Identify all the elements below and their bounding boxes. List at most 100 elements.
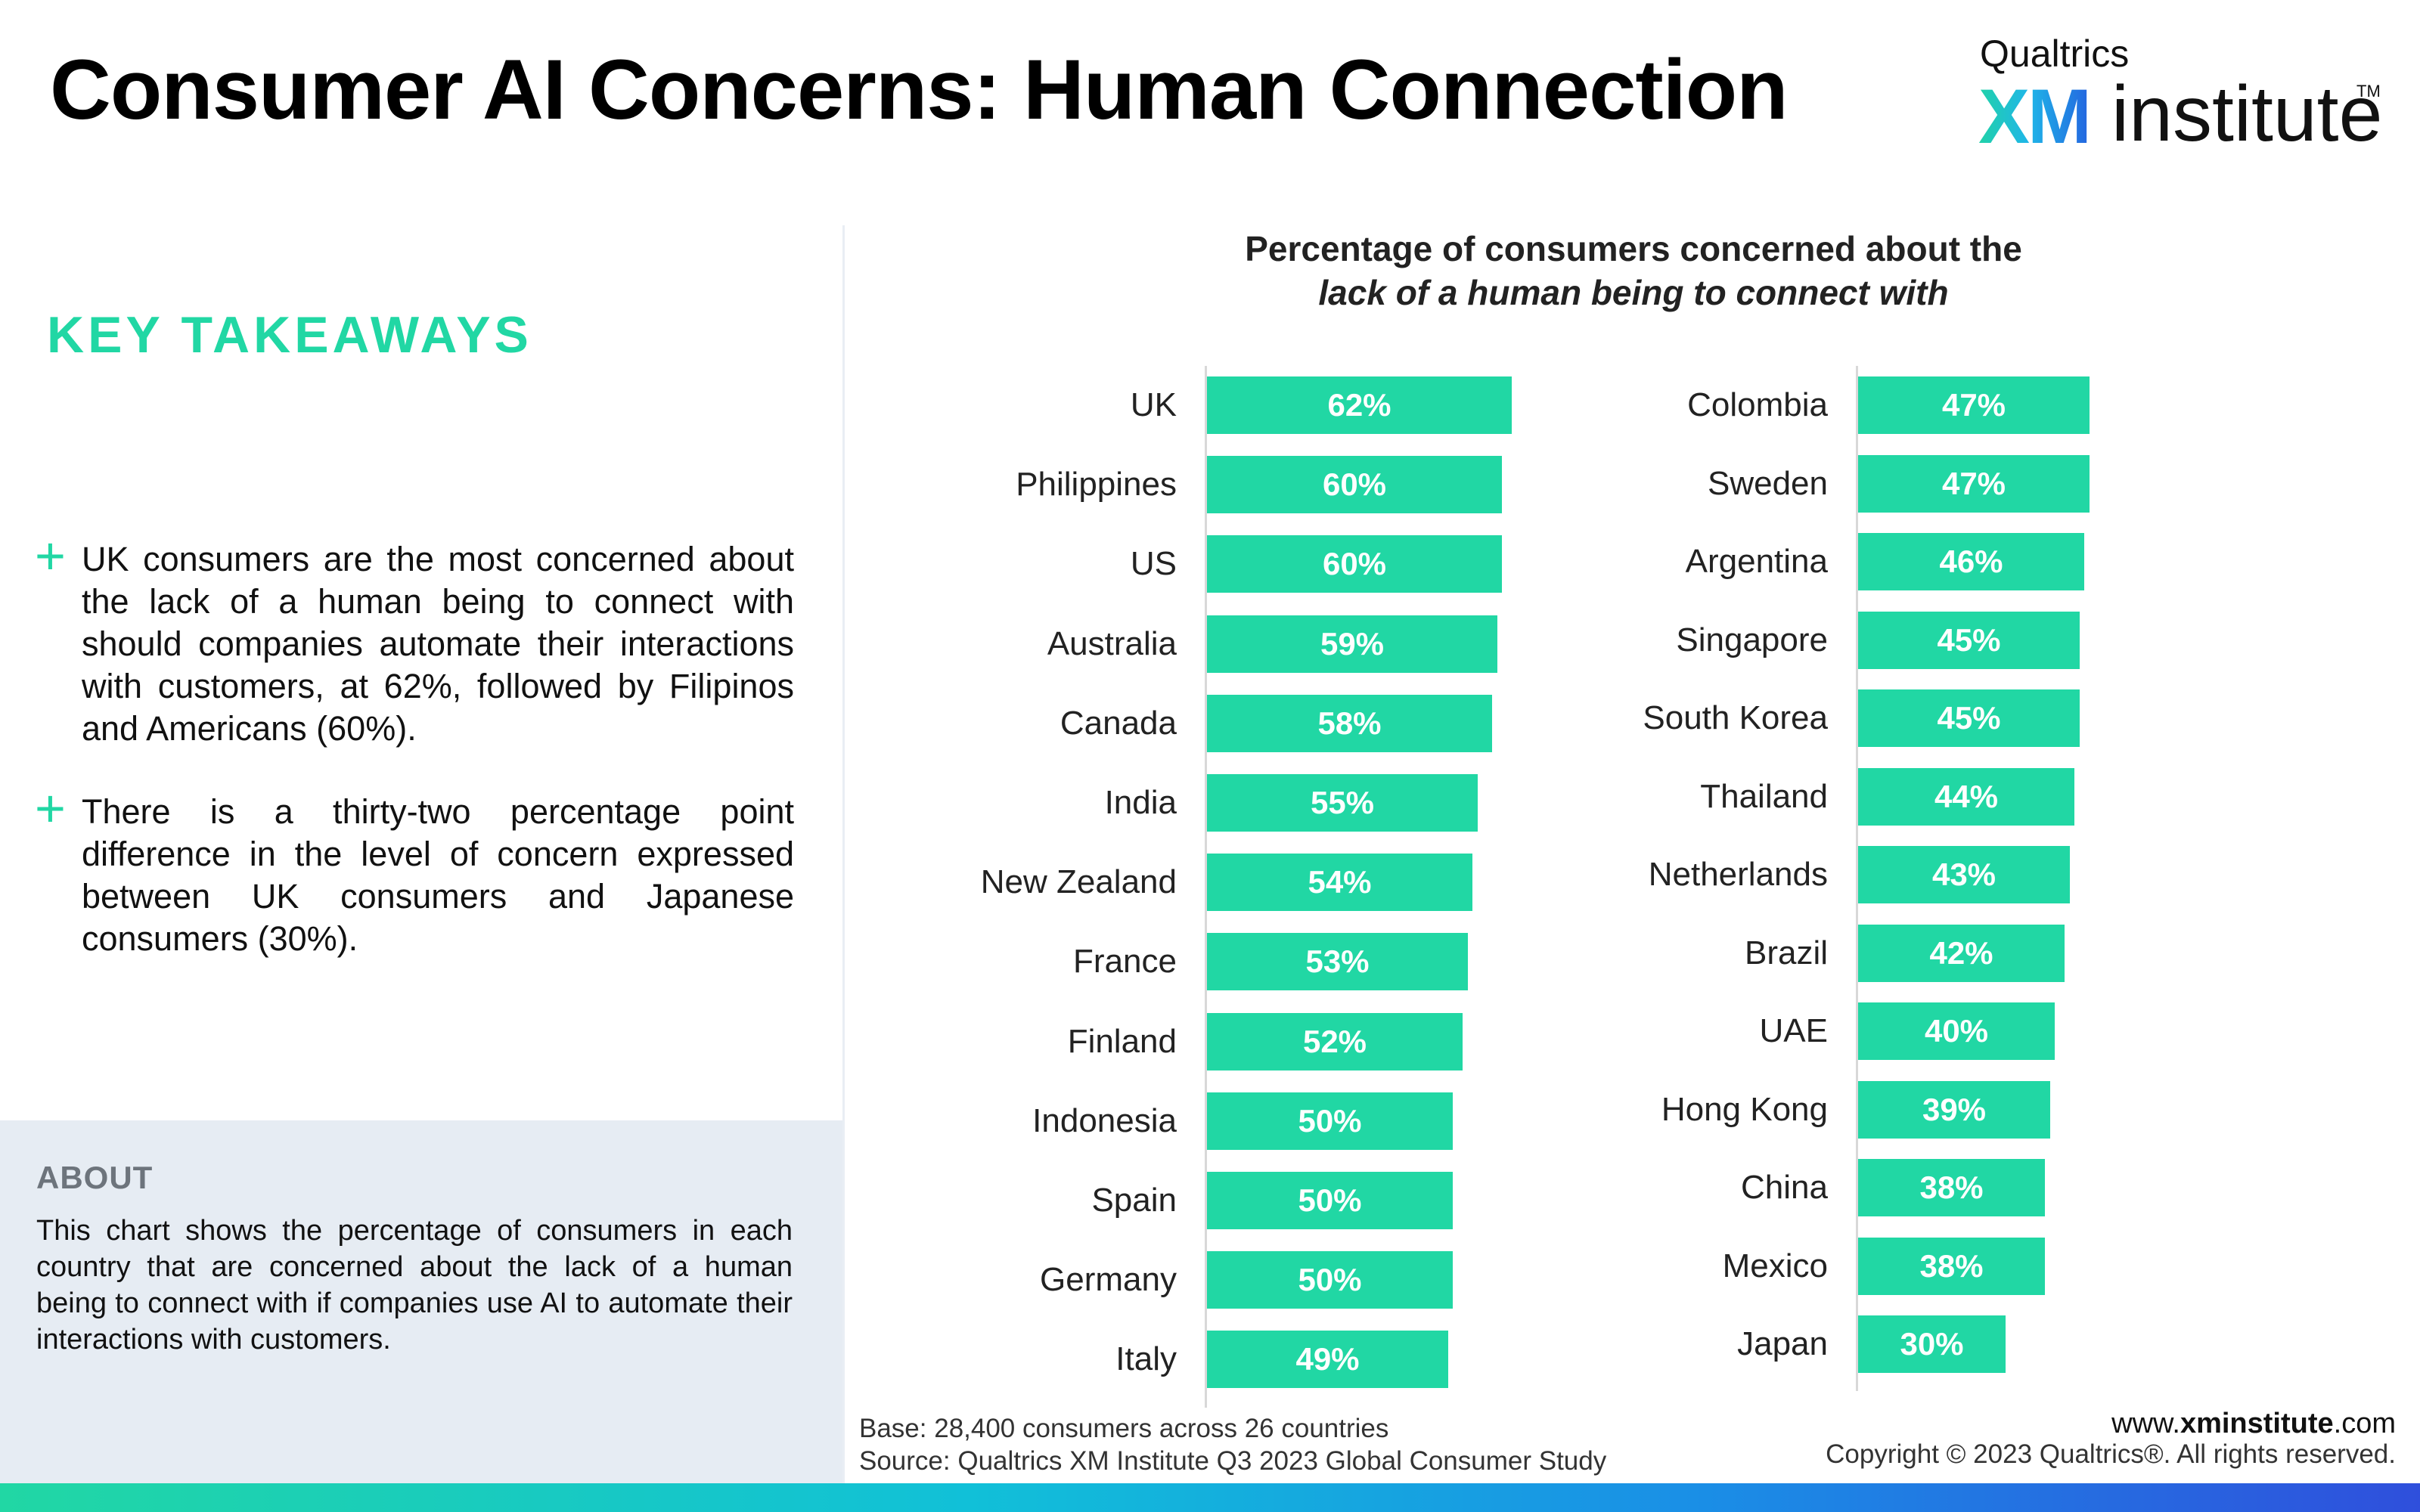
bar: 59% [1207,615,1497,673]
data-label: 50% [1298,1102,1362,1139]
chart-title: Percentage of consumers concerned about … [1104,227,2163,314]
category-label: Sweden [1707,464,1828,502]
takeaway-text-2: There is a thirty-two percentage point d… [82,792,794,958]
chart-title-line-2: lack of a human being to connect with [1318,273,1949,312]
site-suffix: .com [2333,1408,2396,1439]
data-label: 43% [1931,857,1996,892]
plus-icon: + [35,779,66,838]
bar: 53% [1207,933,1468,991]
bar: 54% [1207,854,1472,912]
bar: 47% [1858,376,2090,434]
bar: 55% [1207,774,1478,832]
category-label: Australia [1047,624,1177,662]
category-label: Italy [1115,1340,1177,1378]
data-label: 47% [1941,465,2006,501]
page-title: Consumer AI Concerns: Human Connection [50,42,1789,137]
category-label: Japan [1737,1325,1828,1362]
category-label: Canada [1060,704,1177,742]
category-label: New Zealand [980,863,1177,901]
data-label: 38% [1919,1247,1984,1284]
data-label: 50% [1298,1182,1362,1218]
category-label: Hong Kong [1661,1090,1828,1128]
site-prefix: www. [2111,1408,2180,1439]
bar: 42% [1858,924,2065,982]
category-label: Singapore [1676,621,1828,658]
category-label: France [1073,943,1177,981]
logo-trademark: TM [2356,82,2381,101]
category-label: Spain [1091,1182,1177,1219]
bar: 50% [1207,1092,1453,1150]
category-label: Indonesia [1032,1101,1177,1139]
data-label: 40% [1924,1013,1989,1049]
category-label: China [1741,1169,1828,1206]
data-label: 50% [1298,1262,1362,1298]
category-label: Mexico [1722,1247,1828,1284]
logo-xm: XM [1978,73,2092,160]
category-label: Germany [1040,1261,1177,1299]
data-label: 47% [1941,387,2006,423]
category-label: Netherlands [1648,856,1828,893]
data-label: 53% [1305,943,1370,980]
data-label: 54% [1308,864,1372,900]
footnote: Base: 28,400 consumers across 26 countri… [859,1412,1606,1477]
bar: 45% [1858,611,2080,669]
bar: 39% [1858,1080,2050,1139]
copyright: Copyright © 2023 Qualtrics®. All rights … [1826,1439,2396,1469]
data-label: 55% [1310,785,1375,820]
data-label: 45% [1937,621,2001,658]
about-panel [0,1120,842,1483]
bar: 43% [1858,846,2070,903]
data-label: 30% [1900,1326,1964,1362]
data-label: 42% [1929,934,1993,971]
bar: 50% [1207,1172,1453,1229]
data-label: 45% [1937,700,2001,736]
logo-institute: institute [2111,70,2383,158]
data-label: 38% [1919,1170,1984,1205]
bar: 49% [1207,1331,1448,1389]
bar: 50% [1207,1251,1453,1309]
plus-icon: + [35,526,66,585]
axis-line-column-2 [1856,366,1858,1391]
category-label: UK [1130,386,1177,423]
category-label: South Korea [1643,699,1828,736]
axis-line-column-1 [1205,366,1207,1408]
bar: 60% [1207,456,1502,514]
category-label: US [1130,545,1177,583]
chart-title-line-1: Percentage of consumers concerned about … [1245,229,2022,268]
category-label: Thailand [1700,777,1828,815]
source-note: Source: Qualtrics XM Institute Q3 2023 G… [859,1446,1607,1476]
data-label: 49% [1295,1341,1360,1377]
category-label: UAE [1759,1012,1828,1049]
about-heading: ABOUT [36,1160,154,1195]
bar: 52% [1207,1012,1463,1070]
bar: 46% [1858,533,2084,590]
data-label: 60% [1322,466,1387,503]
bar: 58% [1207,694,1492,752]
category-label: Brazil [1744,934,1828,971]
takeaway-item-2: + There is a thirty-two percentage point… [35,782,794,960]
data-label: 62% [1327,387,1392,423]
data-label: 44% [1934,778,1999,814]
website-link[interactable]: www.xminstitute.com [2111,1408,2396,1440]
bottom-gradient-band [0,1483,2420,1512]
bar: 30% [1858,1315,2006,1373]
about-text: This chart shows the percentage of consu… [36,1215,793,1356]
data-label: 60% [1322,546,1387,582]
category-label: Colombia [1687,386,1828,423]
category-label: Finland [1067,1022,1177,1060]
bar: 38% [1858,1159,2045,1216]
data-label: 58% [1317,705,1382,741]
key-takeaways-heading: KEY TAKEAWAYS [47,306,532,364]
bar: 45% [1858,689,2080,747]
data-label: 52% [1302,1023,1367,1059]
category-label: Philippines [1016,466,1177,503]
bar: 38% [1858,1237,2045,1295]
panel-divider [842,225,845,1486]
base-note: Base: 28,400 consumers across 26 countri… [859,1414,1389,1443]
bar: 62% [1207,376,1512,434]
data-label: 46% [1939,544,2003,579]
category-label: India [1104,784,1177,821]
data-label: 59% [1320,625,1385,662]
data-label: 39% [1922,1091,1987,1127]
takeaway-item-1: + UK consumers are the most concerned ab… [35,529,794,750]
